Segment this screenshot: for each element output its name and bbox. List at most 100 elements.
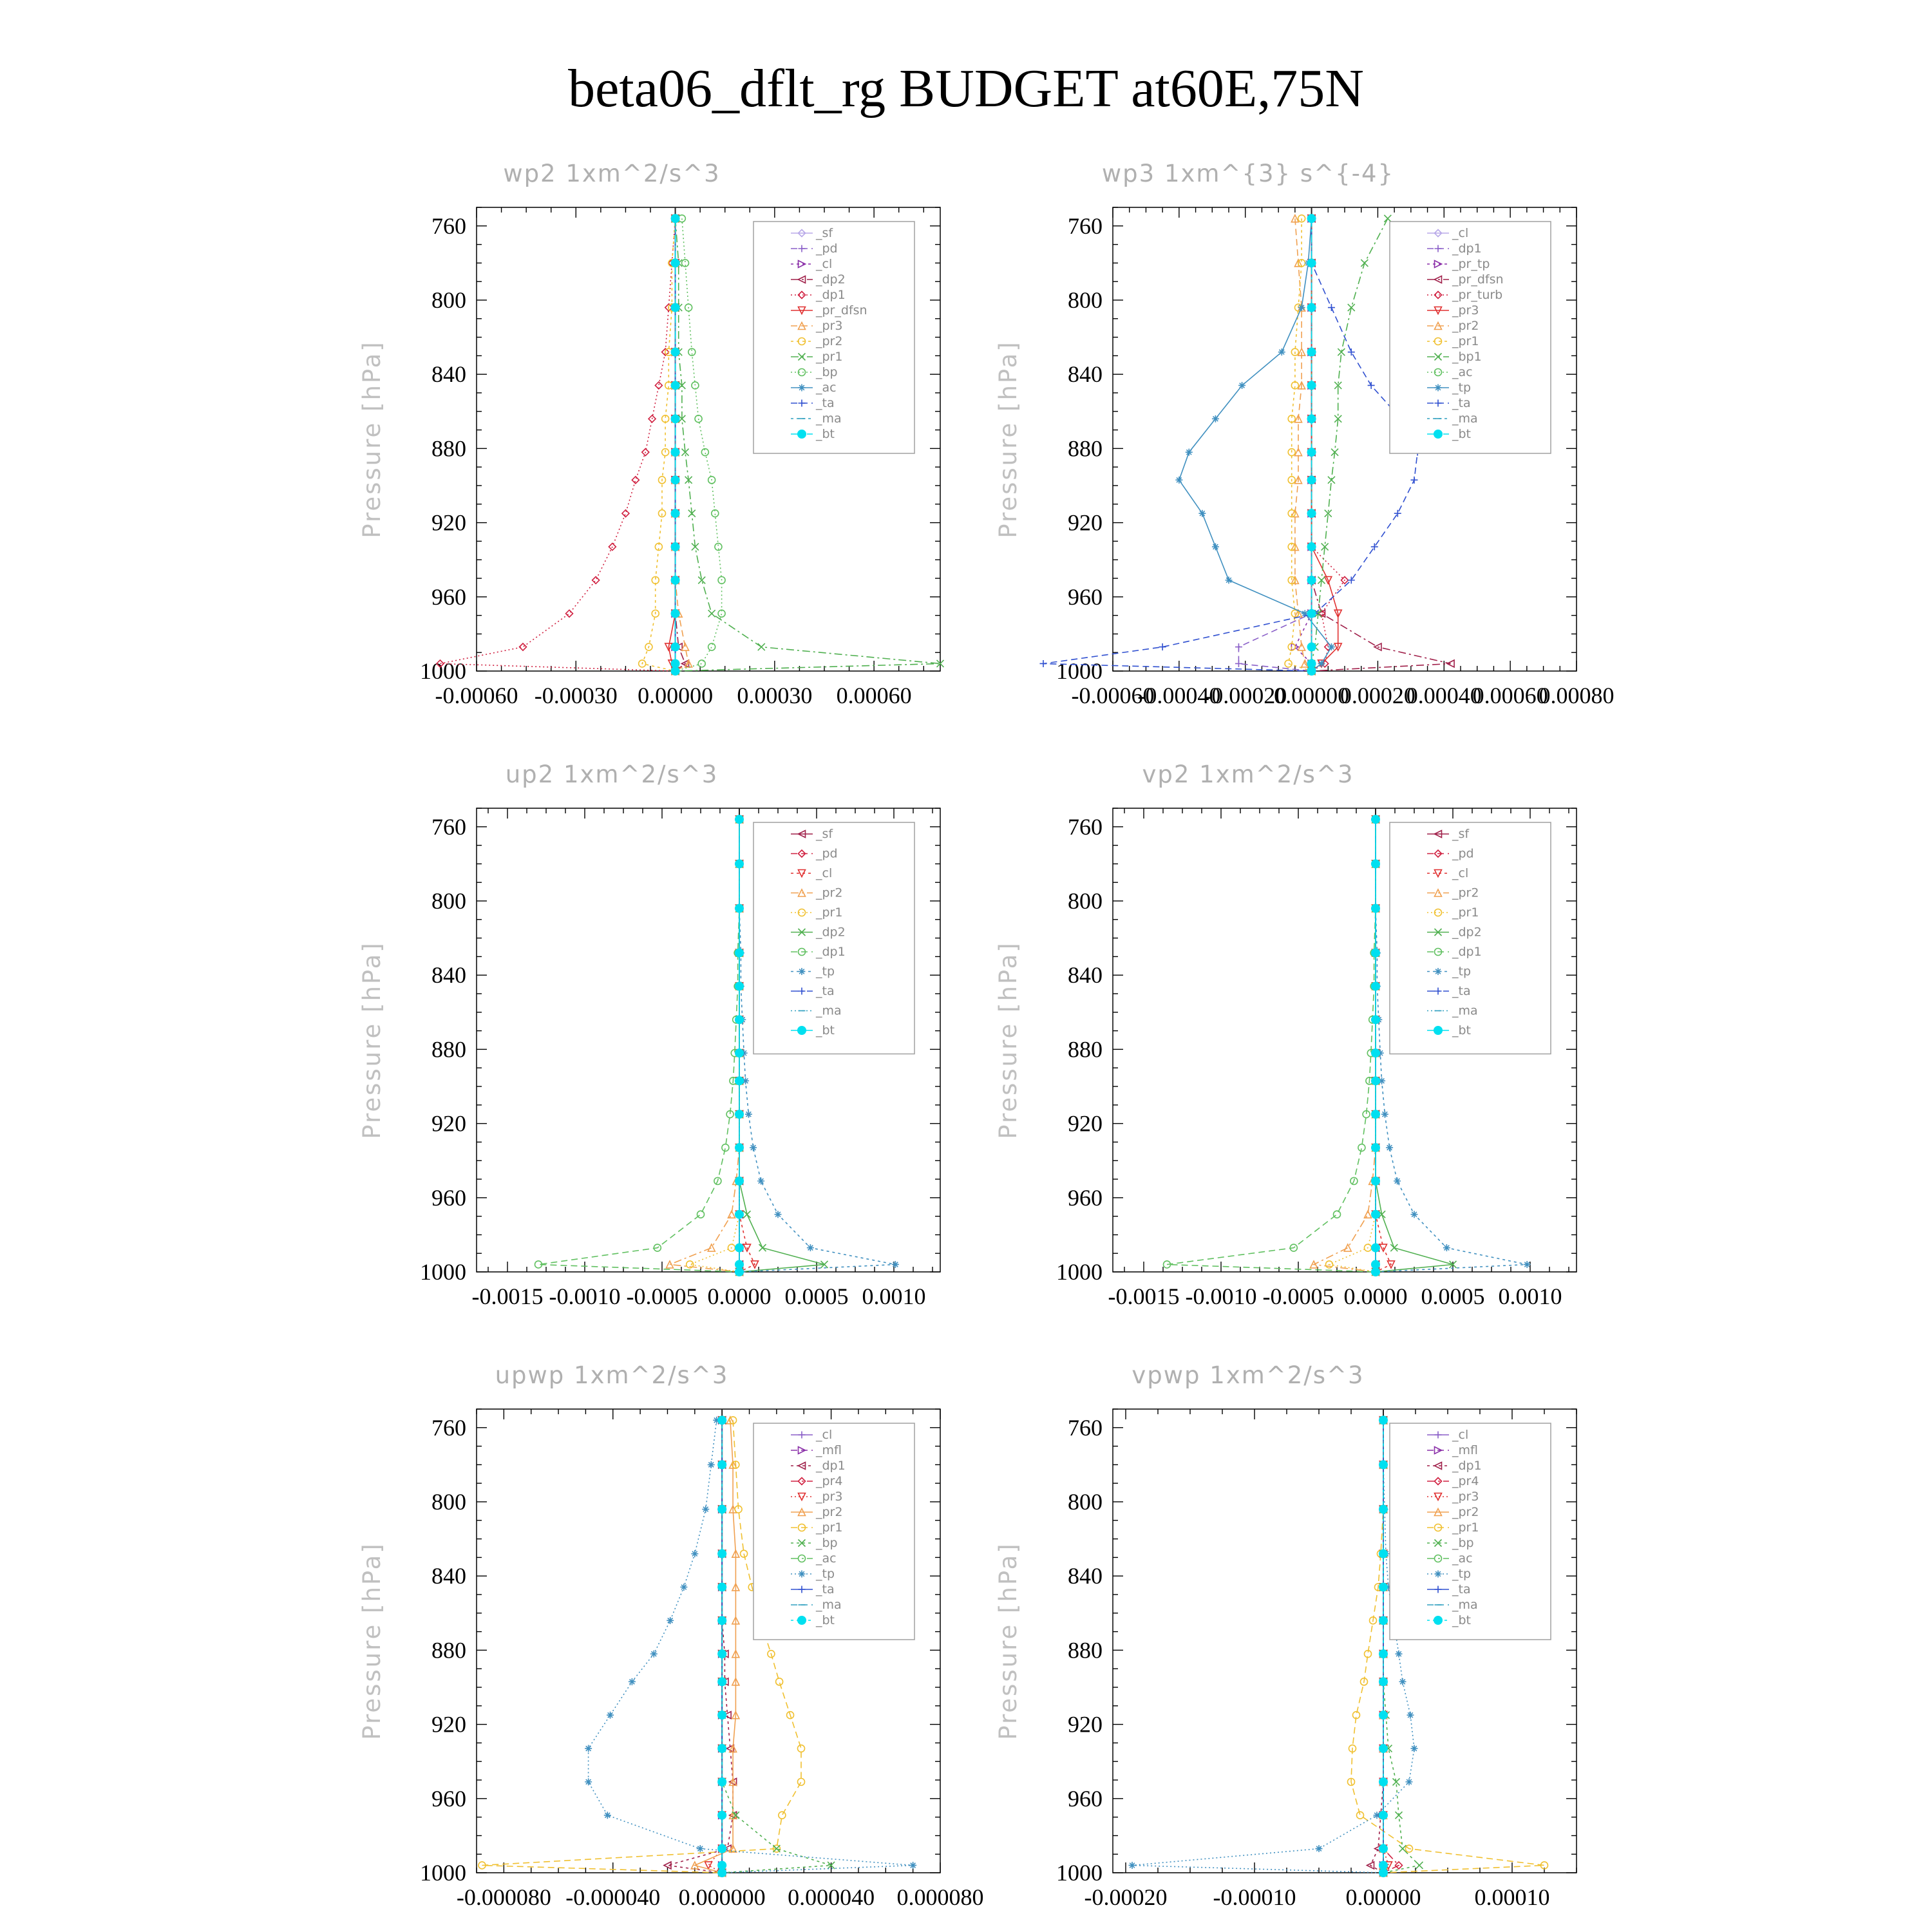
data-point <box>1327 476 1336 484</box>
data-point <box>1367 381 1375 389</box>
data-point <box>1410 476 1418 484</box>
legend-label: _ta <box>815 396 835 410</box>
data-point <box>1379 1777 1388 1786</box>
data-point <box>684 303 693 312</box>
data-point <box>1297 214 1306 223</box>
legend-marker <box>1434 290 1443 299</box>
series-pr1 <box>685 815 744 1276</box>
data-point <box>1128 1861 1136 1869</box>
legend-marker <box>1433 829 1443 838</box>
legend-label: _pr2 <box>1452 886 1479 900</box>
data-point <box>1307 642 1316 652</box>
data-point <box>735 981 744 991</box>
legend-marker <box>1434 968 1442 975</box>
data-point <box>1362 1110 1370 1119</box>
y-tick-label: 840 <box>1068 361 1103 387</box>
data-point <box>658 476 667 484</box>
series-bt <box>1379 1416 1388 1877</box>
data-point <box>1398 1844 1407 1853</box>
legend-label: _ac <box>1452 365 1473 379</box>
legend-label: _pr2 <box>1452 319 1479 333</box>
data-point <box>661 448 670 457</box>
y-tick-label: 800 <box>431 287 466 313</box>
legend-label: _cl <box>1452 1428 1468 1442</box>
legend-label: _ta <box>815 984 835 998</box>
data-point <box>1379 1810 1388 1820</box>
data-point <box>1392 1777 1401 1786</box>
legend-marker <box>1433 275 1443 284</box>
data-point <box>735 859 744 869</box>
data-point <box>1371 1048 1380 1058</box>
legend-label: _bp <box>815 1536 838 1550</box>
data-point <box>750 1144 757 1151</box>
data-point <box>735 1048 744 1058</box>
data-point <box>786 1710 795 1719</box>
data-point <box>739 1549 748 1558</box>
legend-label: _ma <box>1452 412 1478 426</box>
legend-box <box>753 221 915 454</box>
legend-label: _cl <box>1452 866 1468 880</box>
data-point <box>1334 381 1342 390</box>
y-tick-label: 880 <box>431 1036 466 1062</box>
data-point <box>1379 1616 1388 1625</box>
data-point <box>1394 1861 1403 1870</box>
legend-label: _pr1 <box>1452 334 1479 348</box>
budget-panel-3: up2 1xm^2/s^3 Pressure [hPa] 760 800 840 880 9… <box>358 761 941 1309</box>
legend-marker <box>1434 1446 1443 1455</box>
data-point <box>670 609 680 618</box>
data-point <box>565 609 574 618</box>
series-line <box>1312 819 1376 1273</box>
legend-label: _bt <box>815 427 835 441</box>
legend-marker <box>1434 1586 1442 1593</box>
legend-marker <box>797 321 806 330</box>
data-point <box>1368 1616 1378 1625</box>
legend-label: _sf <box>1452 827 1470 841</box>
data-point <box>1321 542 1329 551</box>
data-point <box>735 1209 744 1219</box>
legend-marker <box>798 968 806 975</box>
legend-label: _pr_turb <box>1452 288 1502 302</box>
legend-marker <box>1434 1492 1443 1502</box>
data-point <box>603 1812 611 1819</box>
y-tick-label: 760 <box>1068 1415 1103 1441</box>
series-line <box>538 819 740 1273</box>
data-point <box>1348 1744 1357 1753</box>
legend-marker <box>1434 1570 1442 1578</box>
data-point <box>1287 415 1296 423</box>
legend-label: _pd <box>815 847 838 861</box>
data-point <box>1307 448 1316 457</box>
data-point <box>1540 1861 1549 1870</box>
data-point <box>1379 1844 1388 1853</box>
x-tick-label: 0.00000 <box>1346 1884 1421 1910</box>
data-point <box>1324 509 1332 518</box>
legend-marker <box>1434 928 1443 936</box>
series-bt <box>670 214 680 676</box>
data-point <box>735 1176 744 1186</box>
legend-label: _bp1 <box>1452 350 1482 364</box>
data-point <box>1360 259 1368 267</box>
data-point <box>677 381 686 390</box>
legend-marker <box>797 430 806 439</box>
data-point <box>1363 1209 1372 1219</box>
legend-marker <box>1434 321 1443 330</box>
series-pr_turb <box>1307 214 1349 676</box>
legend-marker <box>1434 1431 1442 1439</box>
data-point <box>688 509 696 518</box>
data-point <box>1410 1211 1418 1218</box>
legend-marker <box>1434 260 1443 269</box>
data-point <box>735 1243 744 1253</box>
data-point <box>728 1743 737 1753</box>
data-point <box>670 381 680 390</box>
data-point <box>1359 1678 1368 1686</box>
legend-marker <box>797 849 806 858</box>
x-tick-label: -0.000040 <box>565 1884 660 1910</box>
data-point <box>1386 1144 1394 1151</box>
legend-marker <box>1434 1554 1443 1563</box>
legend-label: _pr1 <box>1452 905 1479 920</box>
data-point <box>1307 303 1316 312</box>
data-point <box>774 1211 782 1218</box>
data-point <box>742 1077 750 1084</box>
legend-marker <box>797 352 806 361</box>
data-point <box>717 1616 727 1625</box>
